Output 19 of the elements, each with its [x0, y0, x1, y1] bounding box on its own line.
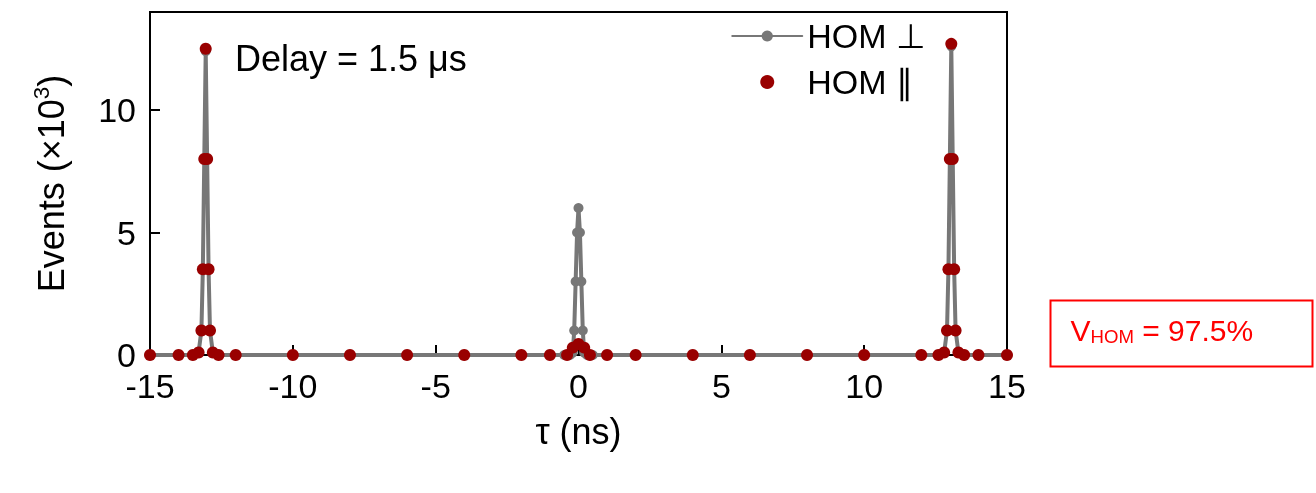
x-tick-label: 5: [711, 367, 731, 405]
x-tick-label: 15: [988, 367, 1026, 405]
point: [573, 203, 584, 213]
y-tick-label: 10: [98, 91, 136, 129]
legend-label: HOM ∥: [807, 63, 914, 102]
point: [569, 325, 580, 336]
y-tick-label: 5: [117, 213, 136, 252]
x-tick-label: 0: [569, 367, 588, 405]
y-axis-title: Events (×103): [28, 74, 72, 293]
point: [199, 42, 212, 55]
point: [945, 37, 958, 50]
x-tick-label: 10: [845, 367, 884, 405]
text: VHOM = 97.5%: [1070, 314, 1254, 347]
x-tick-label: -5: [420, 367, 451, 405]
x-tick-label: -10: [268, 367, 318, 405]
annotation: Delay = 1.5 μs: [235, 37, 467, 79]
point: [577, 325, 588, 336]
x-axis-title: τ (ns): [535, 410, 622, 452]
legend-label: HOM ⊥: [807, 17, 927, 55]
